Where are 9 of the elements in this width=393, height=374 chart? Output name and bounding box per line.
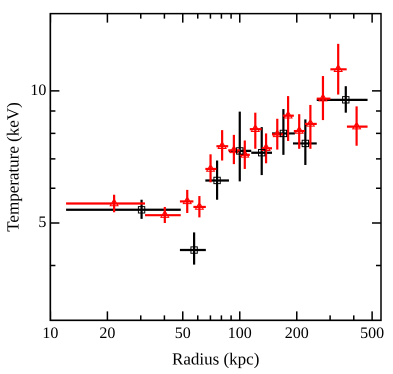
y-axis-title: Temperature (keV) (4, 102, 23, 232)
y-tick-label: 5 (38, 214, 46, 232)
x-tick-label: 20 (99, 325, 116, 342)
x-tick-label: 10 (42, 325, 58, 342)
x-tick-label: 200 (284, 325, 309, 342)
x-tick-label: 50 (174, 325, 191, 342)
x-tick-label: 100 (228, 325, 252, 342)
x-tick-label: 500 (360, 325, 384, 342)
x-axis-title: Radius (kpc) (172, 349, 260, 368)
